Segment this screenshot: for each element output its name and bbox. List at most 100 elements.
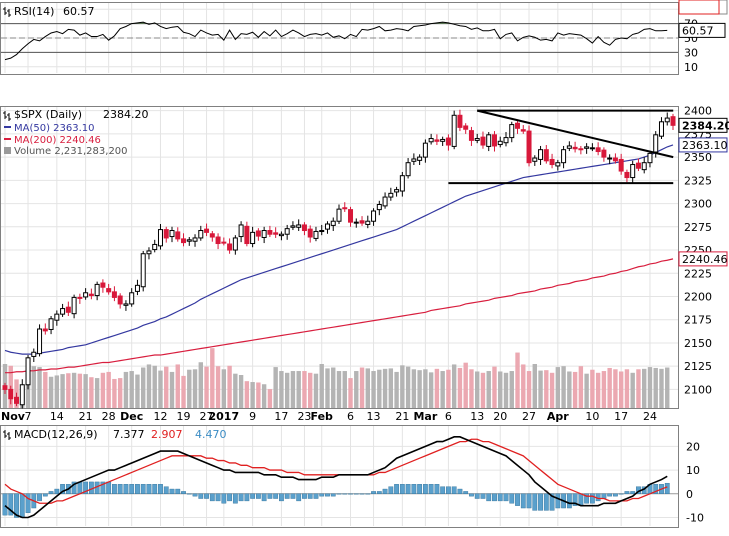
macd-panel	[0, 425, 679, 528]
candle-body	[618, 158, 624, 172]
macd-histogram-bar	[624, 491, 630, 494]
volume-bar	[618, 371, 624, 408]
candle-body	[181, 238, 187, 244]
candle-body	[538, 149, 544, 160]
macd-histogram-bar	[267, 493, 273, 499]
rsi-tick-label: 10	[684, 61, 698, 74]
value-tags: 60.572384.202363.102240.4622312837.3772.…	[678, 0, 729, 267]
volume-bar	[388, 368, 394, 408]
volume-bar	[503, 372, 509, 408]
candle-body	[54, 313, 60, 321]
macd-histogram-bar	[117, 484, 123, 494]
macd-histogram-bar	[8, 493, 14, 516]
volume-bar	[405, 366, 411, 408]
candle-body	[106, 288, 112, 293]
volume-bar	[377, 369, 382, 408]
candle-body	[612, 157, 618, 162]
macd-histogram-bar	[422, 484, 428, 494]
volume-bar	[54, 375, 60, 408]
candle-body	[221, 241, 227, 244]
candle-body	[227, 243, 233, 251]
volume-bar	[365, 368, 370, 408]
volume-bar	[348, 378, 353, 408]
x-tick-label: 27	[522, 410, 536, 423]
candle-body	[630, 164, 636, 179]
macd-histogram-bar	[215, 493, 221, 502]
candle-body	[359, 220, 365, 224]
macd-histogram-bar	[371, 491, 376, 494]
x-tick-label: 24	[643, 410, 657, 423]
volume-bar	[642, 368, 647, 408]
volume-bar	[273, 367, 278, 408]
volume-legend-swatch	[4, 147, 11, 154]
macd-histogram-bar	[204, 493, 209, 499]
volume-bar	[411, 369, 417, 408]
ma50-value-tag-box	[678, 137, 728, 153]
candle-body	[566, 145, 572, 149]
candle-body	[244, 225, 250, 245]
macd-histogram-bar	[255, 493, 261, 499]
macd-histogram-bar	[129, 484, 135, 494]
candle-body	[434, 139, 440, 142]
volume-legend-label: Volume 2,231,283,200	[14, 146, 128, 157]
candle-body	[152, 243, 158, 251]
volume-bar	[457, 367, 463, 408]
macd-histogram-bar	[497, 493, 503, 502]
volume-bar	[572, 371, 578, 408]
candle-body	[8, 388, 14, 400]
macd-histogram-bar	[106, 481, 112, 494]
volume-bar	[141, 367, 146, 408]
trendline	[476, 109, 674, 159]
candle-body	[440, 138, 446, 142]
x-tick-label: 17	[614, 410, 628, 423]
candle-body	[515, 122, 521, 129]
volume-bar	[135, 374, 140, 408]
x-tick-label: 12	[153, 410, 167, 423]
x-tick-label: 27	[200, 410, 214, 423]
macd-histogram-bar	[520, 493, 526, 509]
candle-body	[88, 293, 94, 297]
candle-body	[307, 228, 313, 238]
ma200-line	[5, 258, 674, 374]
candle-body	[624, 171, 630, 179]
volume-bar	[77, 373, 83, 408]
x-tick-label: 19	[177, 410, 191, 423]
volume-bar	[555, 367, 561, 408]
candle-body	[140, 253, 146, 288]
rsi-legend-label: RSI(14)	[14, 5, 54, 18]
candle-body	[428, 138, 434, 143]
volume-bar	[423, 369, 428, 408]
volume-bar	[112, 378, 117, 408]
macd-histogram-bar	[543, 493, 549, 511]
macd-signal-line	[4, 438, 668, 504]
macd-histogram-bar	[353, 493, 359, 495]
macd-legend: MACD(12,26,9) 7.377 2.907 4.470	[3, 428, 227, 441]
volume-bar	[43, 371, 48, 408]
volume-bar	[221, 369, 227, 408]
volume-bar	[313, 373, 319, 408]
candle-body	[549, 158, 555, 166]
volume-bar	[233, 373, 238, 408]
candle-body	[2, 385, 8, 390]
candle-body	[336, 208, 342, 222]
macd-histogram-bar	[175, 488, 181, 494]
volume-bar	[440, 371, 445, 408]
volume-bar	[354, 371, 359, 408]
volume-bar	[653, 367, 658, 408]
macd-legend-label: MACD(12,26,9)	[14, 428, 98, 441]
candle-body	[417, 156, 423, 161]
macd-histogram-bar	[60, 484, 65, 494]
candle-body	[134, 284, 140, 292]
macd-histogram-bar	[209, 493, 215, 502]
macd-histogram-bar	[296, 493, 302, 502]
volume-bar	[624, 369, 630, 408]
candle-body	[509, 124, 515, 139]
candle-body	[324, 223, 330, 230]
chart-icon	[3, 430, 11, 440]
ma200-value-tag: 2240.46	[682, 253, 728, 266]
candle-body	[342, 207, 348, 210]
macd-histogram-bar	[607, 493, 613, 497]
x-tick-label: 10	[585, 410, 599, 423]
volume-bar	[428, 372, 434, 408]
